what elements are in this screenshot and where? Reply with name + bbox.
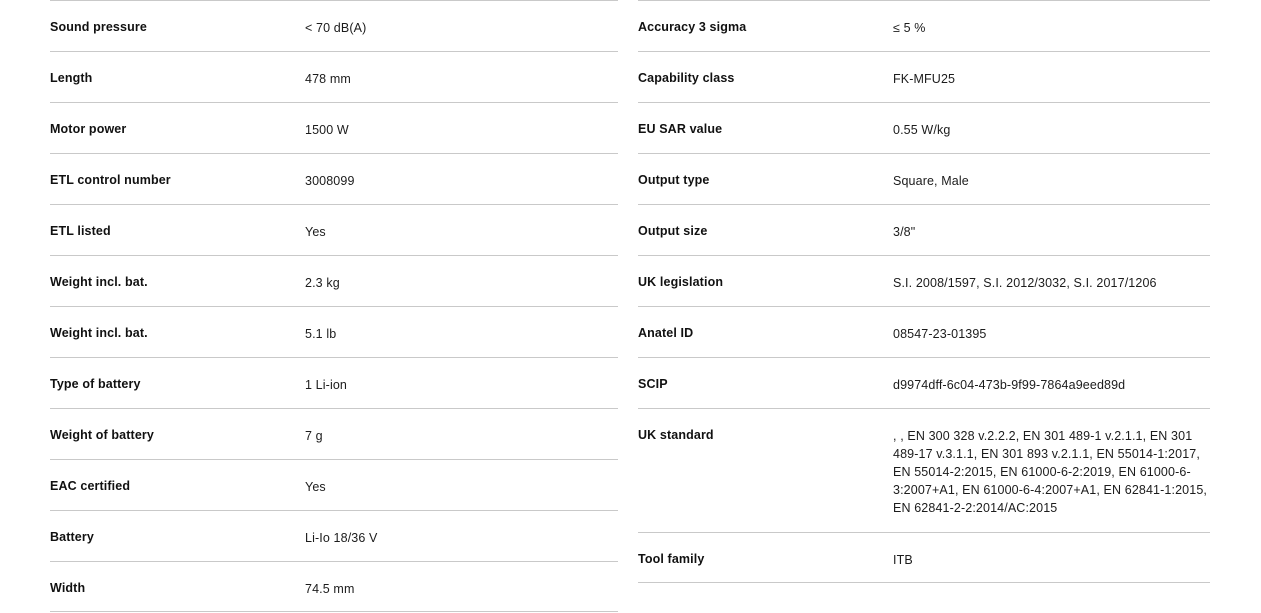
spec-label: Output type	[638, 173, 710, 187]
spec-row: Anatel ID 08547-23-01395	[638, 306, 1210, 357]
spec-row: ETL listed Yes	[50, 204, 618, 255]
spec-label: Width	[50, 581, 86, 595]
spec-row: ETL control number 3008099	[50, 153, 618, 204]
spec-row: Battery Li-Io 18/36 V	[50, 510, 618, 561]
spec-row: Length 478 mm	[50, 51, 618, 102]
spec-row: SCIP d9974dff-6c04-473b-9f99-7864a9eed89…	[638, 357, 1210, 408]
spec-column-right: Accuracy 3 sigma ≤ 5 % Capability class …	[638, 0, 1210, 583]
spec-row: EAC certified Yes	[50, 459, 618, 510]
spec-label: UK standard	[638, 428, 714, 442]
spec-value: 1 Li-ion	[305, 378, 347, 392]
spec-column-left: Sound pressure < 70 dB(A) Length 478 mm …	[50, 0, 618, 612]
spec-label: UK legislation	[638, 275, 724, 289]
spec-row: Type of battery 1 Li-ion	[50, 357, 618, 408]
spec-label: Battery	[50, 530, 94, 544]
spec-row: Weight incl. bat. 2.3 kg	[50, 255, 618, 306]
spec-value: d9974dff-6c04-473b-9f99-7864a9eed89d	[893, 378, 1126, 392]
spec-label: Tool family	[638, 552, 705, 566]
spec-value: Yes	[305, 480, 326, 494]
spec-label: EAC certified	[50, 479, 131, 493]
spec-label: EU SAR value	[638, 122, 723, 136]
spec-label: Capability class	[638, 71, 735, 85]
spec-value: S.I. 2008/1597, S.I. 2012/3032, S.I. 201…	[893, 276, 1157, 290]
spec-value: 08547-23-01395	[893, 327, 987, 341]
spec-value: 5.1 lb	[305, 327, 337, 341]
spec-row: Width 74.5 mm	[50, 561, 618, 612]
spec-value: Li-Io 18/36 V	[305, 531, 378, 545]
spec-label: SCIP	[638, 377, 668, 391]
spec-row: Capability class FK-MFU25	[638, 51, 1210, 102]
spec-value: < 70 dB(A)	[305, 21, 367, 35]
spec-value: FK-MFU25	[893, 72, 956, 86]
spec-value: 7 g	[305, 429, 323, 443]
spec-value: ITB	[893, 553, 913, 567]
spec-value: 3/8"	[893, 225, 916, 239]
spec-row: Output type Square, Male	[638, 153, 1210, 204]
spec-row: Tool family ITB	[638, 532, 1210, 583]
spec-value: , , EN 300 328 v.2.2.2, EN 301 489-1 v.2…	[893, 429, 1207, 515]
spec-value: 2.3 kg	[305, 276, 340, 290]
spec-label: ETL control number	[50, 173, 171, 187]
spec-label: Sound pressure	[50, 20, 147, 34]
spec-row: Motor power 1500 W	[50, 102, 618, 153]
spec-row: UK legislation S.I. 2008/1597, S.I. 2012…	[638, 255, 1210, 306]
spec-value: 3008099	[305, 174, 355, 188]
spec-label: Length	[50, 71, 93, 85]
spec-value: Yes	[305, 225, 326, 239]
spec-label: Accuracy 3 sigma	[638, 20, 747, 34]
spec-label: Type of battery	[50, 377, 141, 391]
spec-label: Motor power	[50, 122, 127, 136]
spec-row: Weight of battery 7 g	[50, 408, 618, 459]
spec-value: 0.55 W/kg	[893, 123, 951, 137]
spec-row: Accuracy 3 sigma ≤ 5 %	[638, 0, 1210, 51]
spec-row: Output size 3/8"	[638, 204, 1210, 255]
spec-label: Weight incl. bat.	[50, 275, 148, 289]
spec-label: Output size	[638, 224, 708, 238]
spec-label: Weight of battery	[50, 428, 154, 442]
spec-value: 74.5 mm	[305, 582, 355, 596]
spec-value: ≤ 5 %	[893, 21, 926, 35]
spec-row: EU SAR value 0.55 W/kg	[638, 102, 1210, 153]
spec-row: Weight incl. bat. 5.1 lb	[50, 306, 618, 357]
spec-label: Anatel ID	[638, 326, 694, 340]
spec-label: Weight incl. bat.	[50, 326, 148, 340]
spec-value: Square, Male	[893, 174, 969, 188]
spec-value: 1500 W	[305, 123, 349, 137]
spec-label: ETL listed	[50, 224, 111, 238]
spec-value: 478 mm	[305, 72, 351, 86]
spec-row: UK standard , , EN 300 328 v.2.2.2, EN 3…	[638, 408, 1210, 532]
spec-row: Sound pressure < 70 dB(A)	[50, 0, 618, 51]
